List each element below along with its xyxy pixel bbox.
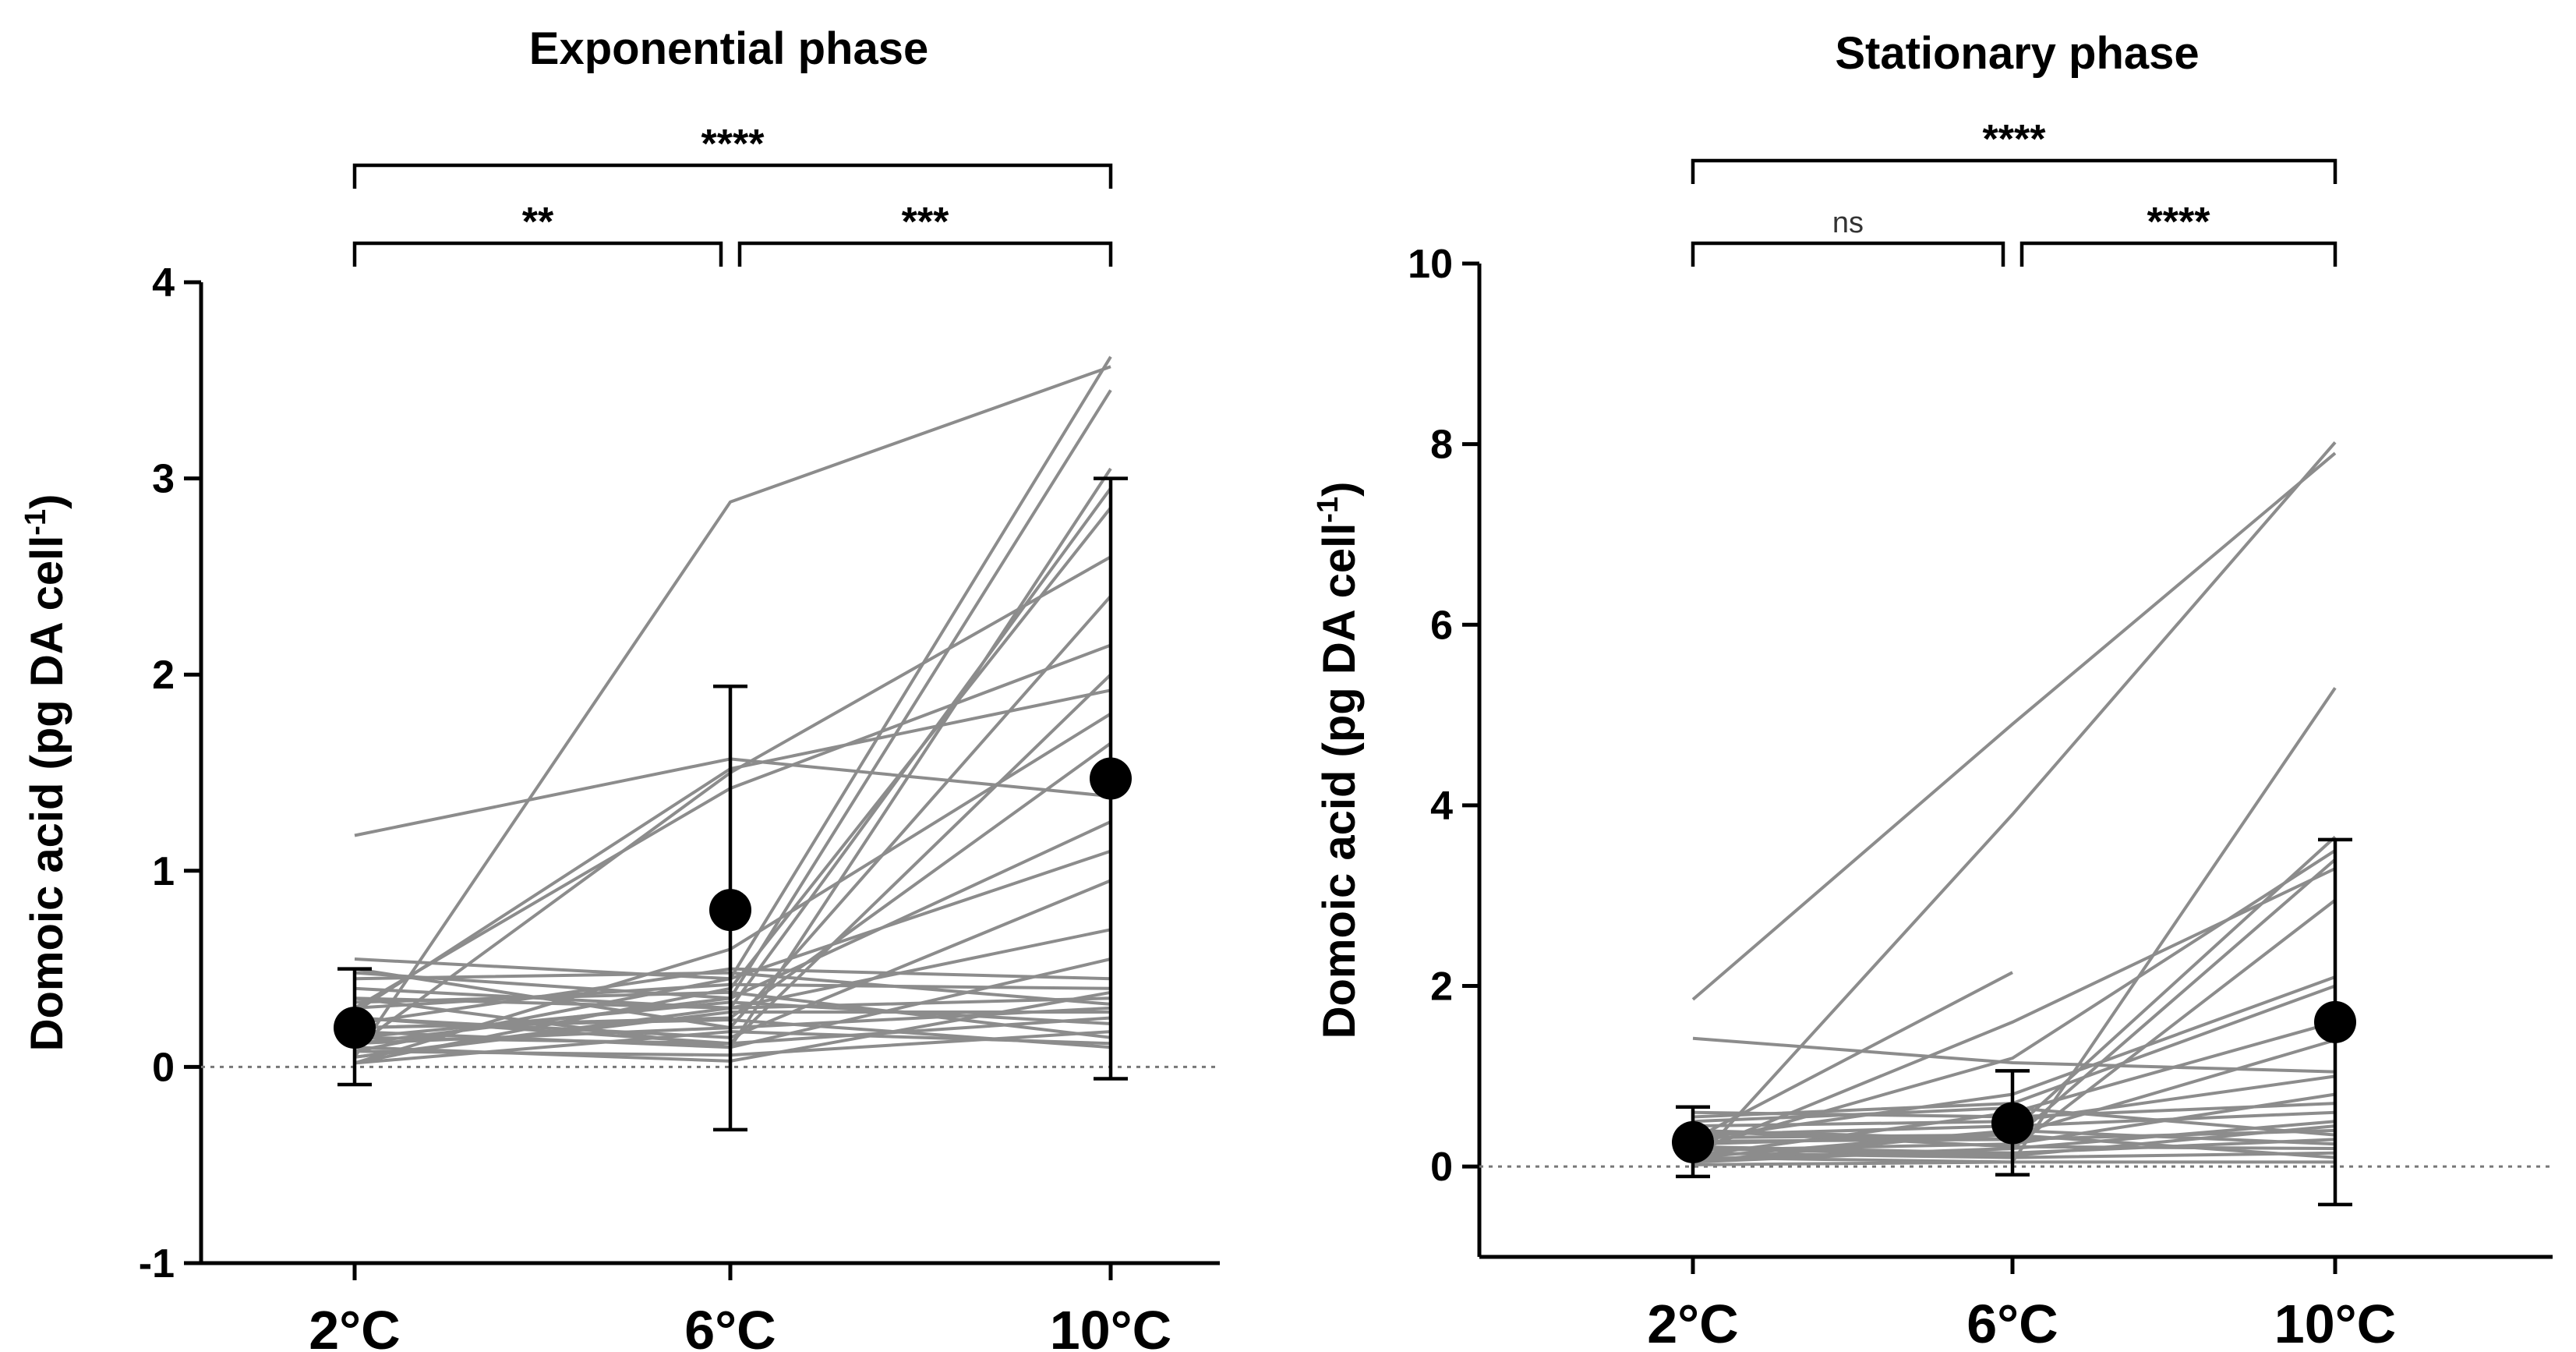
significance-label: **** [701, 122, 765, 167]
individual-series-line [1692, 1036, 2336, 1074]
mean-point [1991, 1102, 2034, 1145]
mean-point [709, 889, 751, 932]
x-tick-label: 2°C [309, 1300, 400, 1352]
y-axis-label-close: ) [22, 494, 72, 509]
y-axis-label-close: ) [1314, 482, 1365, 497]
mean-point [1672, 1120, 1714, 1163]
chart-title: Stationary phase [1835, 28, 2199, 79]
significance-bracket [352, 163, 1113, 189]
y-axis-label: Domoic acid (pg DA cell-1) [19, 494, 72, 1052]
significance-bracket [1691, 241, 2005, 267]
y-tick-label: 4 [1430, 784, 1453, 829]
y-axis-label-main: Domoic acid (pg DA cell [1314, 523, 1365, 1039]
significance-label: **** [1983, 117, 2047, 162]
y-tick-label: 0 [152, 1045, 175, 1090]
y-tick-label: 0 [1430, 1145, 1453, 1190]
y-tick-label: 2 [152, 653, 175, 698]
y-tick-label: 3 [152, 457, 175, 502]
y-tick-label: 2 [1430, 964, 1453, 1010]
panel-exponential-phase: Exponential phase Domoic acid (pg DA cell… [19, 23, 1220, 1352]
significance-label: ** [522, 200, 554, 245]
significance-label: ns [1832, 207, 1864, 239]
y-axis-label-superscript: -1 [1312, 497, 1345, 523]
significance-label: **** [2147, 200, 2211, 245]
individual-series-line [354, 820, 1111, 1046]
chart-title: Exponential phase [529, 23, 928, 74]
y-axis-label-superscript: -1 [19, 509, 52, 536]
mean-point [2314, 1000, 2356, 1043]
significance-bracket [737, 241, 1113, 267]
y-tick-label: 10 [1408, 242, 1453, 287]
x-tick-label: 10°C [1050, 1300, 1171, 1352]
individual-series-line [1692, 867, 2336, 1155]
y-tick-label: 6 [1430, 603, 1453, 648]
x-tick-label: 6°C [1966, 1294, 2058, 1352]
mean-point [334, 1007, 376, 1049]
significance-bracket [352, 241, 723, 267]
mean-point [1090, 757, 1132, 800]
y-tick-label: 8 [1430, 423, 1453, 468]
x-tick-label: 6°C [684, 1300, 776, 1352]
y-tick-label: 4 [152, 260, 175, 306]
individual-series-line [1691, 451, 2337, 1001]
individual-series-line [354, 356, 1112, 981]
panel-stationary-phase: Stationary phase Domoic acid (pg DA cell-… [1312, 28, 2553, 1352]
y-axis-label-main: Domoic acid (pg DA cell [22, 536, 72, 1052]
y-tick-label: 1 [152, 849, 175, 894]
significance-bracket [1691, 158, 2337, 184]
x-tick-label: 2°C [1647, 1294, 1738, 1352]
significance-label: *** [902, 200, 949, 245]
individual-series-line [353, 365, 1111, 1058]
x-tick-label: 10°C [2274, 1294, 2396, 1352]
y-tick-label: -1 [139, 1241, 175, 1287]
significance-bracket [2019, 241, 2337, 267]
y-axis-label: Domoic acid (pg DA cell-1) [1312, 482, 1365, 1039]
